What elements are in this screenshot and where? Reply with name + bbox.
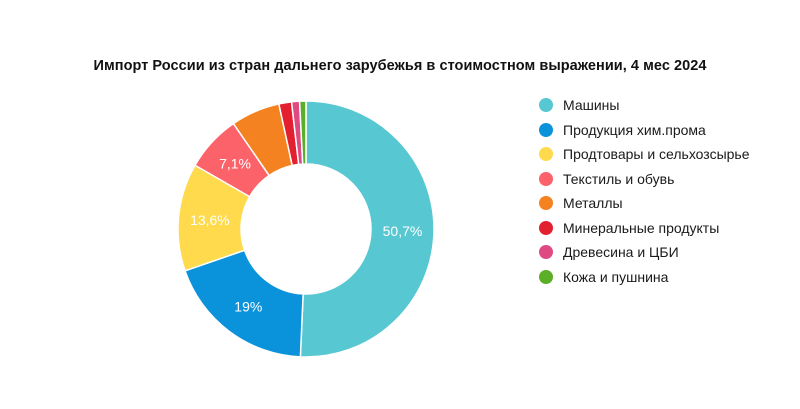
- legend-swatch: [539, 220, 553, 235]
- slice-1: [299, 100, 435, 358]
- legend-item-2: Продукция хим.прома: [539, 118, 750, 143]
- legend-item-4: Текстиль и обувь: [539, 167, 750, 192]
- legend-swatch: [539, 147, 553, 162]
- legend-swatch: [539, 245, 553, 260]
- chart-legend: Машины Продукция хим.прома Продтовары и се…: [539, 93, 750, 289]
- legend-item-1: Машины: [539, 93, 750, 118]
- legend-item-3: Продтовары и сельхозсырье: [539, 142, 750, 167]
- data-label-2: 19%: [234, 298, 262, 314]
- data-label-3: 13,6%: [190, 212, 230, 228]
- legend-label: Металлы: [563, 195, 623, 212]
- slice-2: [184, 249, 304, 358]
- donut-data-labels: 50,7% 19% 13,6% 7,1%: [190, 156, 422, 315]
- legend-label: Машины: [563, 97, 620, 114]
- legend-item-8: Кожа и пушнина: [539, 265, 750, 290]
- legend-swatch: [539, 122, 553, 137]
- legend-swatch: [539, 196, 553, 211]
- chart-title: Импорт России из стран дальнего зарубежь…: [93, 58, 707, 74]
- data-label-1: 50,7%: [383, 223, 423, 239]
- legend-swatch: [539, 98, 553, 113]
- legend-label: Продтовары и сельхозсырье: [563, 146, 750, 163]
- slice-8: [298, 100, 307, 165]
- legend-item-6: Минеральные продукты: [539, 216, 750, 241]
- legend-swatch: [539, 171, 553, 186]
- legend-label: Продукция хим.прома: [563, 121, 706, 138]
- legend-item-7: Древесина и ЦБИ: [539, 240, 750, 265]
- donut-slices: [177, 100, 435, 358]
- legend-item-5: Металлы: [539, 191, 750, 216]
- legend-swatch: [539, 269, 553, 284]
- legend-label: Минеральные продукты: [563, 219, 720, 236]
- legend-label: Текстиль и обувь: [563, 170, 675, 187]
- legend-label: Кожа и пушнина: [563, 268, 669, 285]
- data-label-4: 7,1%: [219, 156, 251, 172]
- legend-label: Древесина и ЦБИ: [563, 244, 679, 261]
